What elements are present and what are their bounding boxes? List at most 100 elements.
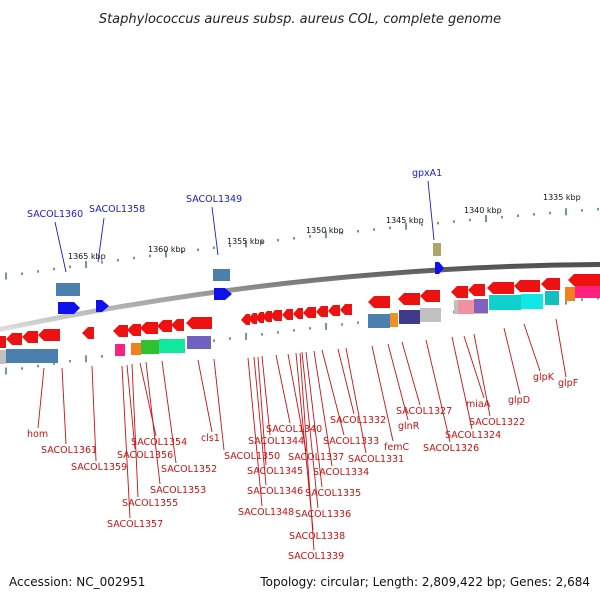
cog-block — [0, 350, 6, 364]
leader-line — [473, 333, 491, 417]
cog-block — [474, 299, 488, 313]
gene-label: SACOL1326 — [423, 443, 479, 454]
gene-label: SACOL1322 — [469, 417, 525, 428]
cog-block — [115, 344, 125, 356]
gene-label: SACOL1349 — [186, 194, 242, 205]
reverse-gene-labels: hom SACOL1361 SACOL1359 SACOL1357 SACOL1… — [27, 372, 578, 562]
leader-line — [253, 356, 267, 486]
leader-line — [197, 359, 213, 433]
scale-label: 1335 kbp — [543, 193, 581, 202]
reverse-gene-arrow — [157, 320, 172, 332]
cog-block — [159, 339, 185, 353]
gene-label: SACOL1344 — [248, 436, 304, 447]
reverse-gene-arrow — [368, 296, 390, 308]
leader-line — [371, 345, 394, 442]
reverse-gene-arrow — [328, 305, 340, 316]
reverse-gene-arrow — [248, 313, 257, 324]
gene-label: SACOL1355 — [122, 498, 178, 509]
leader-line — [121, 365, 131, 519]
gene-label: cls1 — [201, 433, 220, 444]
reverse-gene-arrow — [38, 329, 60, 341]
forward-gene-arrow — [214, 288, 232, 300]
gene-label: glpD — [508, 395, 530, 406]
leader-line — [337, 348, 355, 415]
reverse-gene-arrow — [303, 307, 316, 318]
leader-line — [261, 355, 271, 436]
reverse-gene-arrow — [186, 317, 212, 329]
leader-line — [425, 339, 451, 443]
gene-label: SACOL1356 — [117, 450, 173, 461]
forward-gene-arrow — [58, 302, 80, 314]
gene-label: SACOL1331 — [348, 454, 404, 465]
scale-label: 1355 kbp — [227, 237, 265, 246]
map-title: Staphylococcus aureus subsp. aureus COL,… — [99, 12, 501, 27]
gene-label: SACOL1359 — [71, 462, 127, 473]
cog-block — [390, 313, 398, 327]
leader-line — [299, 352, 315, 551]
gene-label: SACOL1327 — [396, 406, 452, 417]
reverse-gene-arrow — [140, 322, 158, 334]
leader-line — [211, 206, 219, 256]
leader-line — [257, 356, 267, 466]
forward-gene-arrow — [96, 300, 109, 312]
reverse-gene-arrow — [6, 333, 22, 345]
reverse-gene-arrow — [127, 324, 141, 336]
cog-block — [6, 349, 58, 363]
scale-label: 1350 kbp — [306, 226, 344, 235]
cog-block — [399, 310, 420, 324]
scale-label: 1365 kbp — [68, 252, 106, 261]
reverse-gene-arrow — [541, 278, 560, 290]
gene-label: SACOL1333 — [323, 436, 379, 447]
leader-line — [37, 367, 45, 429]
forward-strand-features — [56, 243, 600, 328]
gene-label: SACOL1339 — [288, 551, 344, 562]
gene-label: SACOL1337 — [288, 452, 344, 463]
leader-line — [321, 349, 345, 436]
cog-block — [368, 314, 390, 328]
leader-line — [301, 351, 319, 509]
forward-gene-arrow — [435, 262, 444, 274]
cog-block — [56, 283, 80, 296]
leader-line — [145, 361, 161, 485]
reverse-gene-arrow — [293, 308, 303, 319]
leader-line — [131, 363, 139, 498]
scale-label: 1345 kbp — [386, 216, 424, 225]
reverse-gene-arrow — [0, 336, 6, 348]
cog-block — [131, 343, 141, 355]
gene-arrows — [0, 262, 600, 348]
reverse-gene-arrow — [171, 319, 184, 331]
gene-label: glnR — [398, 421, 420, 432]
cog-block — [575, 284, 600, 298]
leader-line — [126, 364, 136, 450]
leader-line — [463, 335, 485, 399]
leader-line — [555, 318, 567, 378]
gene-label: SACOL1350 — [224, 451, 280, 462]
leader-line — [97, 217, 105, 263]
gene-label: SACOL1361 — [41, 445, 97, 456]
reverse-gene-arrow — [113, 325, 128, 337]
gene-label: glpF — [558, 378, 578, 389]
leader-line — [427, 180, 435, 241]
gene-label: SACOL1346 — [247, 486, 303, 497]
cog-block — [213, 269, 230, 281]
gene-label: SACOL1357 — [107, 519, 163, 530]
reverse-gene-arrow — [514, 280, 540, 292]
gene-label: SACOL1348 — [238, 507, 294, 518]
scale-label: 1340 kbp — [464, 206, 502, 215]
gene-label: femC — [384, 442, 409, 453]
cog-block — [565, 287, 575, 301]
reverse-gene-arrow — [316, 306, 328, 317]
leader-line — [275, 354, 291, 424]
cog-block — [489, 295, 521, 310]
gene-label: SACOL1358 — [89, 204, 145, 215]
accession-text: Accession: NC_002951 — [9, 575, 145, 589]
gene-label: miaA — [466, 399, 491, 410]
cog-block — [433, 243, 441, 256]
reverse-gene-arrow — [420, 290, 440, 302]
reverse-gene-arrow — [255, 312, 264, 323]
leader-line — [247, 357, 263, 507]
cog-block — [141, 340, 159, 354]
leader-line — [523, 323, 541, 372]
leader-line — [213, 358, 225, 451]
